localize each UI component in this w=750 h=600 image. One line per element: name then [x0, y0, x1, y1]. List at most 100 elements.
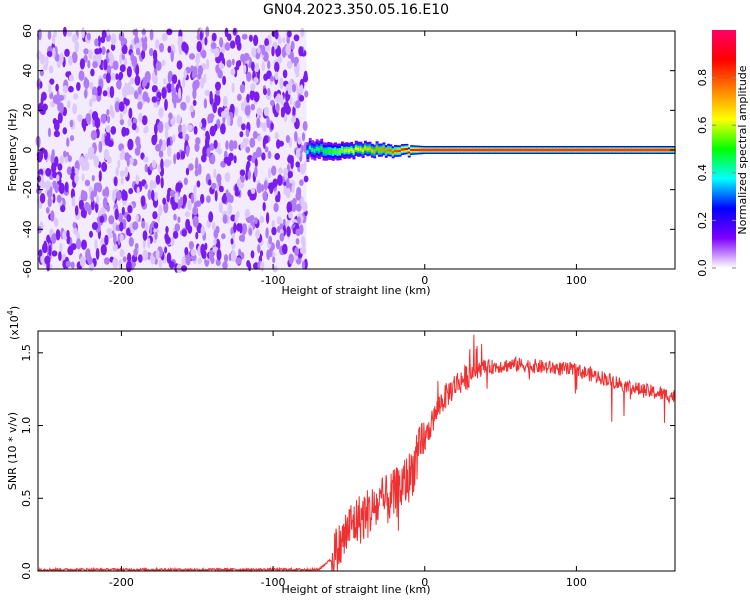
- y-tick-label: 0: [21, 147, 34, 154]
- noise-blob: [195, 137, 201, 145]
- noise-blob: [167, 45, 172, 54]
- signal-band-cell: [421, 149, 425, 151]
- noise-blob: [62, 127, 68, 135]
- signal-band-cell: [417, 149, 420, 151]
- noise-blob: [184, 211, 191, 218]
- noise-blob: [109, 55, 113, 67]
- noise-blob: [201, 49, 207, 59]
- noise-blob: [47, 30, 52, 40]
- noise-blob: [144, 183, 148, 190]
- signal-band-cell: [493, 149, 496, 151]
- noise-blob: [295, 161, 301, 168]
- signal-band-cell: [405, 148, 409, 151]
- noise-blob: [227, 203, 233, 216]
- signal-band-cell: [357, 147, 360, 151]
- noise-blob: [106, 28, 110, 36]
- noise-blob: [141, 115, 148, 126]
- noise-blob: [193, 201, 197, 214]
- noise-blob: [103, 257, 110, 265]
- noise-blob: [256, 117, 261, 129]
- noise-blob: [110, 125, 117, 135]
- signal-band-cell: [476, 149, 480, 151]
- noise-blob: [249, 137, 256, 148]
- noise-blob: [262, 202, 266, 212]
- noise-blob: [218, 202, 223, 213]
- noise-blob: [110, 43, 116, 51]
- noise-blob: [193, 184, 197, 196]
- noise-blob: [197, 65, 203, 76]
- noise-blob: [191, 70, 197, 79]
- noise-blob: [261, 184, 265, 192]
- signal-band-cell: [384, 150, 388, 153]
- noise-blob: [299, 95, 305, 102]
- noise-blob: [87, 204, 92, 216]
- noise-blob: [240, 53, 246, 63]
- noise-blob: [104, 234, 109, 246]
- y-tick-label: 1.0: [20, 417, 33, 435]
- noise-blob: [263, 73, 269, 81]
- noise-blob: [172, 230, 179, 239]
- noise-blob: [102, 197, 108, 209]
- signal-band-cell: [343, 149, 347, 153]
- noise-blob: [300, 247, 307, 255]
- noise-blob: [158, 138, 163, 147]
- signal-band-cell: [364, 146, 367, 150]
- noise-blob: [173, 96, 177, 109]
- signal-band-cell: [320, 146, 324, 150]
- noise-blob: [275, 239, 281, 250]
- noise-blob: [53, 30, 57, 38]
- noise-blob: [211, 221, 216, 231]
- noise-blob: [113, 176, 118, 187]
- noise-blob: [164, 246, 168, 254]
- noise-blob: [200, 77, 205, 89]
- noise-blob: [81, 239, 87, 250]
- noise-blob: [279, 77, 284, 90]
- signal-band-cell: [414, 149, 418, 151]
- noise-blob: [234, 106, 239, 117]
- snr-y-label: SNR (10 * v/v): [6, 412, 19, 490]
- signal-band-cell: [541, 149, 545, 151]
- noise-blob: [83, 78, 90, 89]
- signal-band-cell: [555, 149, 559, 151]
- noise-blob: [231, 82, 235, 93]
- snr-x-label: Height of straight line (km): [281, 583, 430, 596]
- noise-blob: [276, 93, 281, 104]
- signal-band-cell: [336, 150, 340, 154]
- noise-blob: [67, 245, 74, 256]
- signal-band-cell: [640, 149, 644, 151]
- noise-blob: [277, 174, 283, 186]
- noise-blob: [254, 158, 258, 168]
- noise-blob: [99, 215, 105, 223]
- signal-band-cell: [370, 149, 374, 153]
- noise-blob: [149, 223, 153, 236]
- noise-blob: [270, 99, 275, 106]
- noise-blob: [142, 238, 146, 250]
- noise-blob: [274, 61, 279, 72]
- noise-blob: [133, 90, 139, 100]
- noise-blob: [128, 237, 134, 247]
- noise-blob: [248, 227, 253, 236]
- noise-blob: [188, 163, 194, 171]
- signal-band-cell: [410, 149, 413, 151]
- noise-blob: [60, 204, 66, 213]
- noise-blob: [244, 105, 251, 116]
- noise-blob: [134, 75, 141, 86]
- noise-blob: [200, 225, 205, 236]
- noise-blob: [73, 93, 79, 100]
- noise-blob: [124, 127, 130, 136]
- signal-band-cell: [566, 149, 570, 151]
- noise-blob: [126, 81, 132, 93]
- signal-band-cell: [470, 149, 473, 151]
- noise-blob: [212, 101, 217, 114]
- noise-blob: [190, 193, 195, 204]
- noise-blob: [141, 49, 146, 60]
- noise-blob: [185, 218, 191, 231]
- signal-band-cell: [642, 149, 646, 151]
- signal-band-cell: [324, 149, 328, 154]
- noise-blob: [196, 41, 202, 53]
- noise-blob: [98, 140, 103, 153]
- signal-band-cell: [615, 149, 618, 151]
- noise-blob: [100, 206, 106, 215]
- noise-blob: [66, 229, 70, 239]
- signal-band-cell: [582, 149, 586, 151]
